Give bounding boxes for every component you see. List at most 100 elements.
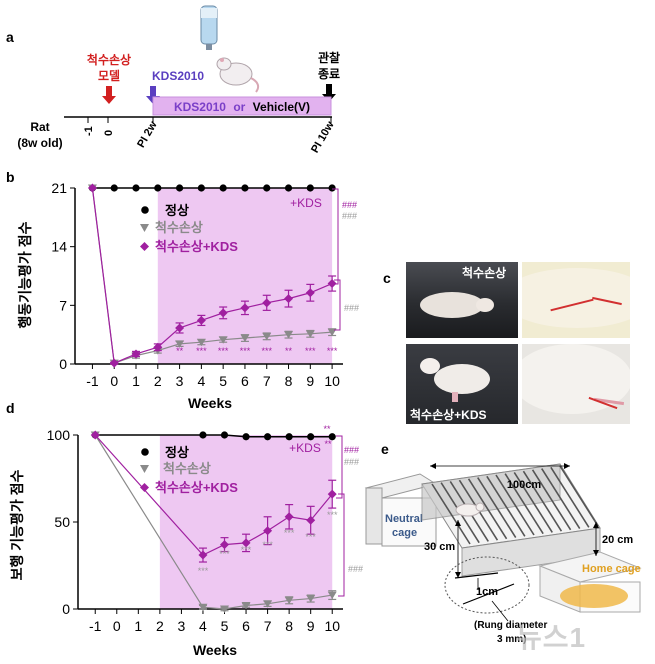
ladder-rung [541,468,581,529]
kds-label: KDS2010 [152,69,204,83]
panel-b-x-tick-label: -1 [86,373,99,389]
panel-d-point-3 [327,489,337,499]
panel-b-point-1 [241,184,249,192]
panel-d-point-3 [241,538,251,548]
panel-b-legend-injury: 척수손상 [155,220,203,235]
ladder-rung [531,469,572,531]
panel-d-x-tick-label: 2 [156,618,164,634]
panel-b-point-3 [327,279,337,289]
ladder-rung [431,483,471,545]
ladder-rung [550,466,590,528]
panel-b-point-1 [132,184,140,192]
panel-b-y-tick-label: 14 [51,239,67,255]
panel-b-point-2 [218,336,228,344]
rat-label-1: Rat [30,120,49,134]
height-label: 20 cm [602,534,633,546]
panel-b-point-3 [284,294,294,304]
panel-d-point-3 [284,512,294,522]
panel-d-x-tick-label: -1 [89,618,102,634]
panel-d-point-3 [90,430,100,440]
panel-b-point-1 [197,184,205,192]
panel-b-star-label: *** [305,346,316,356]
treatment-bar [152,96,332,116]
panel-b-x-tick-label: 10 [324,373,340,389]
panel-b-point-2 [175,340,185,348]
panel-b-x-tick-label: 7 [263,373,271,389]
panel-b-point-3 [240,303,250,313]
ladder-rung [467,478,508,540]
panel-b-point-1 [154,184,162,192]
panel-d-point-3 [220,540,230,550]
panel-b-sig-top: ### [342,200,357,210]
ladder-rung [522,470,563,532]
panel-d-point-2 [220,605,230,613]
panel-b-point-2 [87,184,97,192]
panel-b-legend-marker-injury [140,224,149,232]
panel-b-treatment-shade [157,188,333,364]
panel-d-treatment-shade [159,435,333,609]
panel-d-star-label: *** [262,540,273,550]
panel-b-y-tick-label: 7 [59,297,67,313]
panel-d-x-tick-label: 7 [264,618,272,634]
panel-d-point-1 [328,433,336,441]
panel-d-point-1 [307,433,315,441]
panel-d-star-label: *** [198,566,209,576]
home-cage-label: Home cage [582,563,641,575]
panel-b-point-1 [88,184,97,192]
panel-d-point-1 [242,433,250,441]
panel-b-star-label: *** [240,346,251,356]
panel-d-x-tick-label: 0 [113,618,121,634]
panel-d-legend-normal: 정상 [165,445,189,460]
panel-b-legend-kds: 척수손상+KDS [155,239,238,254]
rung-gap-label: 1cm [476,586,498,598]
panel-d-sig-low: ### [348,564,363,574]
photo-injury-full: 척수손상 [406,262,518,338]
panel-d-x-tick-label: 5 [221,618,229,634]
panel-d-point-2 [198,603,208,612]
panel-d-point-2 [90,431,100,439]
rung-ladder [421,463,601,577]
panel-b-point-3 [109,358,119,368]
panel-d-label: d [6,400,15,416]
watermark: 뉴스1 [516,622,587,653]
panel-b-point-3 [305,288,315,298]
length-label: 100cm [507,479,541,491]
neutral-cage [364,473,438,547]
panel-d-star-label: *** [219,549,230,559]
ladder-rung [486,475,526,537]
tick-0: 0 [103,130,115,136]
ladder-rung [477,477,517,538]
panel-d-star-label: *** [284,528,295,538]
panel-d-bracket-top [336,435,343,499]
photo-injury-caption: 척수손상 [462,266,507,280]
panel-b-point-1 [306,184,314,192]
panel-d-legend-injury: 척수손상 [163,461,211,476]
obs-label-2: 종료 [318,67,340,81]
panel-b-bracket-top [332,188,339,285]
panel-b-point-1 [284,184,293,192]
panel-d-x-tick-label: 4 [199,618,207,634]
panel-d-y-tick-label: 50 [54,514,70,530]
panel-b-point-2 [109,359,119,368]
panel-d-point-3 [306,515,316,525]
panel-d-x-tick-label: 3 [178,618,186,634]
panel-b-point-2 [240,334,250,343]
ladder-rung [504,473,544,535]
panel-b-star-label: *** [327,346,338,356]
panel-d-point-1 [220,431,229,439]
ladder-rung [440,482,480,544]
tick-m1: -1 [83,126,95,136]
panel-d-top-stars2: ** [324,439,332,449]
panel-b-point-2 [262,332,272,341]
obs-label-1: 관찰 [318,50,340,65]
water-bottle-icon [200,5,218,50]
panel-b-legend-marker-normal [141,206,149,214]
tick-pi2: PI 2w [135,119,160,150]
panel-d-legend-marker-normal [141,448,149,456]
ladder-rung [495,474,535,536]
panel-b-point-1 [175,184,184,192]
panel-b-series-line-2 [91,187,333,364]
panel-b-x-tick-label: 0 [110,373,118,389]
panel-b-sig-mid: ### [342,211,357,221]
panel-d-sig-mid: ### [344,457,359,467]
